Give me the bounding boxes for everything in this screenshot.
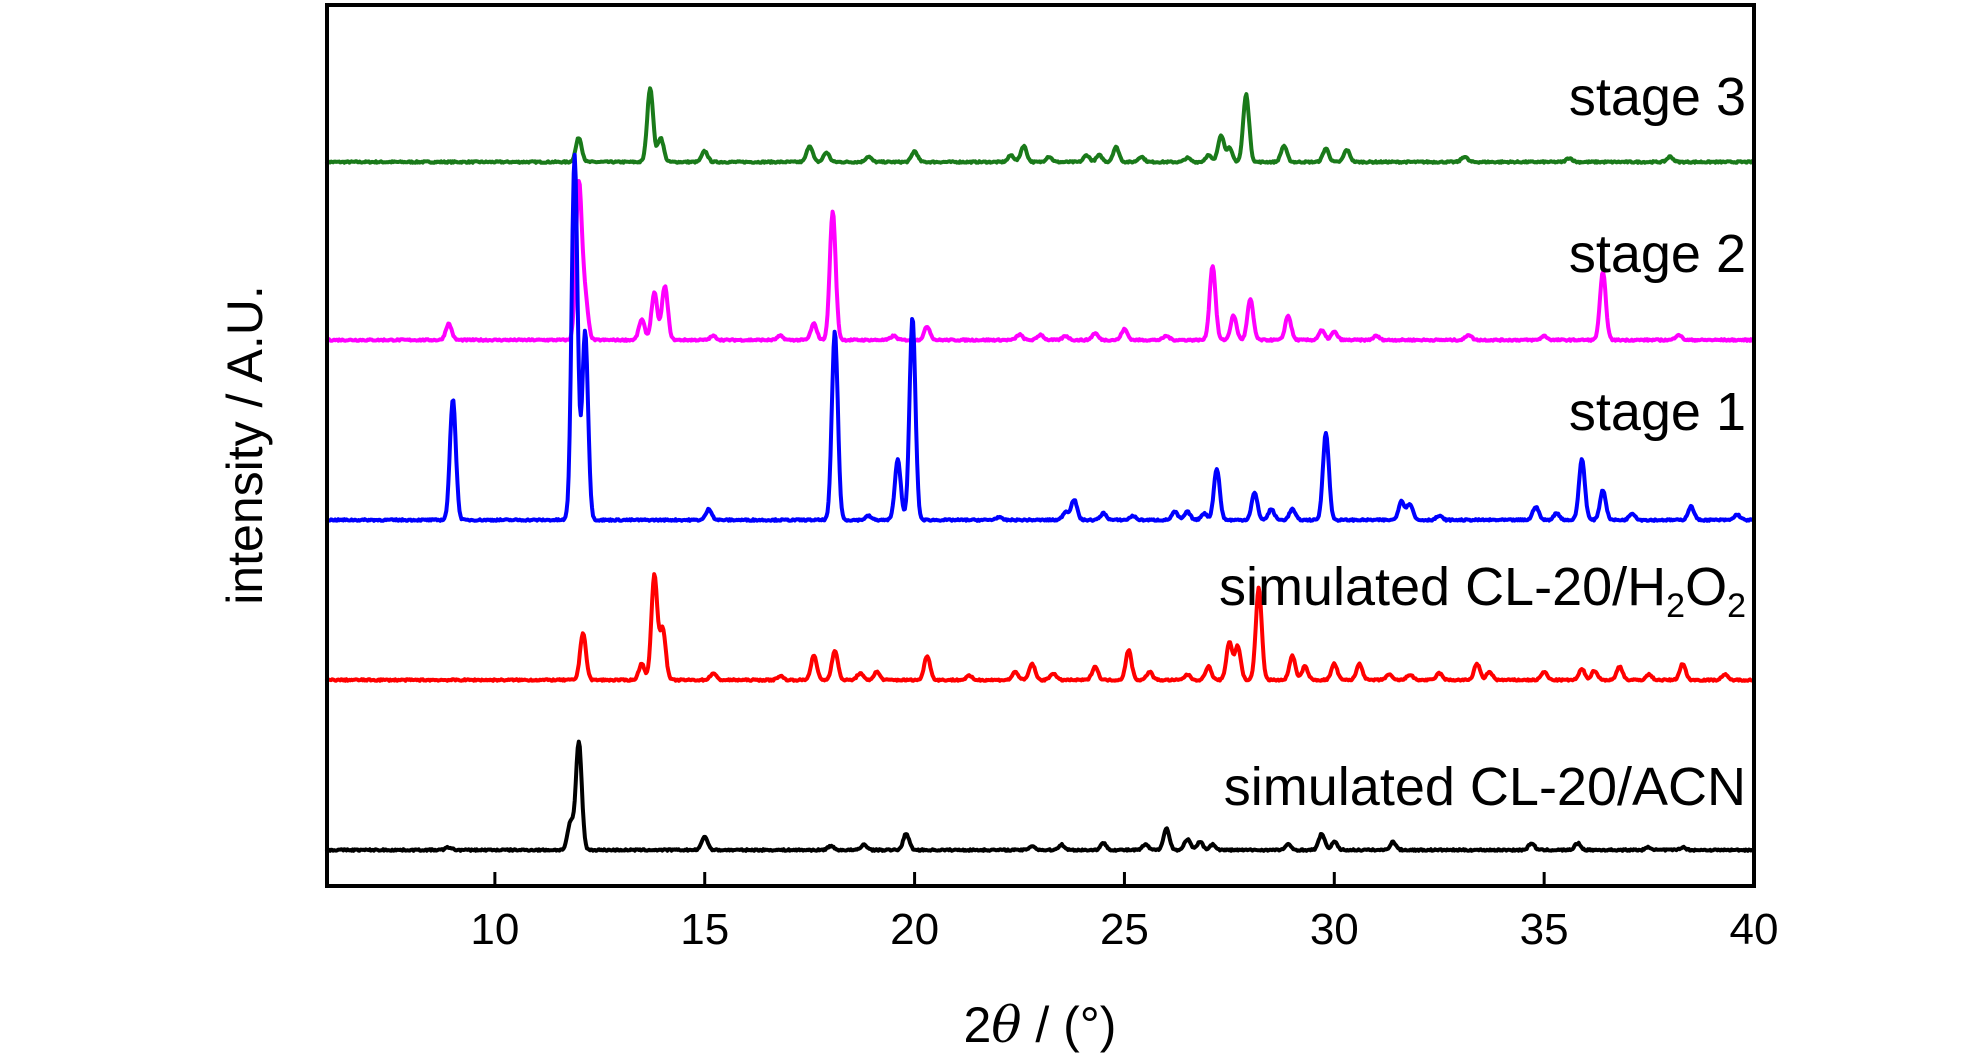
trace-1 xyxy=(325,179,1756,343)
x-tick-label-15: 15 xyxy=(680,905,729,954)
x-tick-label-25: 25 xyxy=(1100,905,1149,954)
series-label-4: simulated CL-20/ACN xyxy=(1224,757,1746,817)
x-tick-label-35: 35 xyxy=(1520,905,1569,954)
x-axis: 10 15 20 25 30 35 40 xyxy=(470,872,1778,954)
series-label-part-3: 2 xyxy=(1727,587,1746,625)
trace-group xyxy=(325,86,1756,853)
series-label-3: simulated CL-20/H2O2 xyxy=(1219,557,1746,625)
series-label-part-0: simulated CL-20/H xyxy=(1219,557,1666,617)
trace-4 xyxy=(325,739,1756,853)
series-label-0: stage 3 xyxy=(1569,67,1746,127)
x-axis-title: 2θ / (°) xyxy=(964,996,1117,1054)
x-axis-title-main: 2 xyxy=(964,997,992,1053)
series-label-part-1: 2 xyxy=(1666,587,1685,625)
x-tick-label-20: 20 xyxy=(890,905,939,954)
trace-2 xyxy=(325,152,1756,523)
series-label-2: stage 1 xyxy=(1569,382,1746,442)
series-label-1: stage 2 xyxy=(1569,224,1746,284)
trace-0 xyxy=(325,86,1756,165)
x-tick-label-40: 40 xyxy=(1730,905,1779,954)
y-axis-title: intensity / A.U. xyxy=(217,285,273,605)
x-tick-label-30: 30 xyxy=(1310,905,1359,954)
trace-3 xyxy=(325,572,1756,683)
x-axis-title-rest: / (°) xyxy=(1021,997,1116,1053)
x-tick-label-10: 10 xyxy=(470,905,519,954)
series-label-part-2: O xyxy=(1685,557,1727,617)
plot-frame xyxy=(325,3,1756,888)
x-axis-title-theta: θ xyxy=(991,996,1021,1054)
